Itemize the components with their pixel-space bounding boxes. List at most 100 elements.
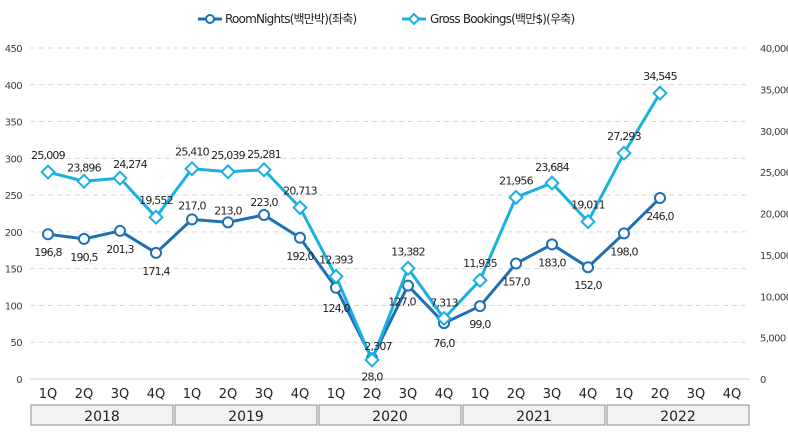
year-label: 2020 xyxy=(372,409,408,425)
data-point-roomnights xyxy=(474,300,486,313)
quarter-label: 2Q xyxy=(651,387,670,402)
left-tick-label: 450 xyxy=(5,44,23,55)
quarter-label: 2Q xyxy=(507,387,526,402)
year-label: 2021 xyxy=(516,409,552,425)
data-label: 23,896 xyxy=(67,161,101,174)
data-labels: 196,8 190,5 201,3 171,4 217,0 213,0 223,0 192,0… xyxy=(31,70,678,383)
data-label: 213,0 xyxy=(214,204,242,217)
data-point-gross-bookings xyxy=(472,272,488,289)
data-point-gross-bookings xyxy=(220,164,236,180)
quarter-label: 2Q xyxy=(75,387,94,402)
year-group-box xyxy=(174,404,318,426)
data-point-gross-bookings xyxy=(328,268,344,285)
data-label: 11,935 xyxy=(463,257,497,270)
right-tick-label: 25,000 xyxy=(760,168,788,179)
data-label: 152,0 xyxy=(574,279,602,292)
data-label: 217,0 xyxy=(178,199,206,212)
quarter-label: 4Q xyxy=(291,387,310,402)
quarter-label: 4Q xyxy=(579,387,598,402)
quarter-label: 4Q xyxy=(723,387,742,402)
data-point-roomnights xyxy=(402,279,414,292)
data-label: 25,410 xyxy=(175,146,209,159)
data-point-roomnights xyxy=(114,224,126,237)
data-label: 124,0 xyxy=(322,302,350,315)
data-point-gross-bookings xyxy=(616,145,632,161)
data-point-gross-bookings xyxy=(400,260,416,277)
data-label: 127,0 xyxy=(388,296,416,309)
legend-item-gross-bookings: Gross Bookings(백만$)(우축) xyxy=(402,12,575,26)
left-tick-label: 200 xyxy=(5,228,23,239)
right-tick-label: 30,000 xyxy=(760,127,788,138)
left-tick-label: 0 xyxy=(16,375,22,386)
data-label: 27,293 xyxy=(607,130,641,143)
left-tick-label: 400 xyxy=(5,81,23,92)
data-point-gross-bookings xyxy=(580,213,596,230)
data-label: 19,011 xyxy=(571,199,605,212)
data-label: 25,039 xyxy=(211,149,245,162)
data-point-gross-bookings xyxy=(76,173,92,190)
data-label: 25,281 xyxy=(247,148,281,161)
series-line-roomnights xyxy=(47,196,662,360)
data-point-gross-bookings xyxy=(508,189,524,206)
data-label: 183,0 xyxy=(538,256,566,269)
quarter-label: 3Q xyxy=(399,387,418,402)
data-label: 190,5 xyxy=(70,251,98,264)
year-group-box xyxy=(462,404,606,426)
quarter-label: 1Q xyxy=(471,387,490,402)
left-tick-label: 150 xyxy=(5,265,23,276)
gridlines xyxy=(30,47,750,380)
right-tick-label: 20,000 xyxy=(760,210,788,221)
year-label: 2022 xyxy=(660,409,696,425)
right-tick-label: 5,000 xyxy=(760,334,786,345)
right-tick-label: 15,000 xyxy=(760,251,788,262)
right-tick-label: 10,000 xyxy=(760,292,788,303)
data-label: 24,274 xyxy=(113,158,147,171)
data-point-roomnights xyxy=(654,192,666,205)
data-label: 2,307 xyxy=(364,340,392,353)
legend-label-roomnights: RoomNights(백만박)(좌축) xyxy=(225,12,357,26)
data-point-gross-bookings xyxy=(184,160,200,177)
year-group-box xyxy=(606,404,750,426)
data-point-gross-bookings xyxy=(364,352,380,368)
data-point-gross-bookings xyxy=(40,164,56,180)
data-point-roomnights xyxy=(150,246,162,259)
left-tick-label: 300 xyxy=(5,154,23,165)
diamond-marker-icon xyxy=(407,12,421,26)
data-label: 171,4 xyxy=(142,265,170,278)
data-point-gross-bookings xyxy=(652,85,668,101)
year-group-box xyxy=(30,404,174,426)
data-point-roomnights xyxy=(258,208,270,221)
data-label: 23,684 xyxy=(535,161,569,174)
right-tick-label: 40,000 xyxy=(760,44,788,55)
series-line-gross-bookings xyxy=(47,92,662,362)
data-point-gross-bookings xyxy=(256,162,272,178)
quarter-label: 4Q xyxy=(435,387,454,402)
data-label: 196,8 xyxy=(34,246,62,259)
data-label: 198,0 xyxy=(610,245,638,258)
data-point-roomnights xyxy=(78,232,90,245)
data-label: 76,0 xyxy=(433,337,455,350)
right-tick-label: 35,000 xyxy=(760,85,788,96)
circle-marker-icon xyxy=(205,14,215,24)
data-label: 201,3 xyxy=(106,243,134,256)
data-label: 12,393 xyxy=(319,253,353,266)
data-point-roomnights xyxy=(510,257,522,270)
quarter-label: 3Q xyxy=(255,387,274,402)
data-point-gross-bookings xyxy=(148,209,164,225)
data-point-roomnights xyxy=(42,228,54,241)
left-axis-ticks: 0 50 100 150 200 250 300 350 400 450 xyxy=(5,44,23,386)
data-label: 13,382 xyxy=(391,245,425,258)
series-lines xyxy=(40,85,668,368)
quarter-label: 1Q xyxy=(327,387,346,402)
right-axis-ticks: 0 5,000 10,000 15,000 20,000 25,000 30,000 35,0… xyxy=(760,44,788,386)
data-label: 7,313 xyxy=(430,296,458,309)
data-label: 223,0 xyxy=(250,196,278,209)
data-point-roomnights xyxy=(618,227,630,240)
quarter-label: 2Q xyxy=(363,387,382,402)
legend: RoomNights(백만박)(좌축) Gross Bookings(백만$)(… xyxy=(198,12,575,26)
data-label: 34,545 xyxy=(643,70,677,83)
quarter-label: 4Q xyxy=(147,387,166,402)
quarter-label: 1Q xyxy=(39,387,58,402)
data-point-gross-bookings xyxy=(292,199,308,216)
data-label: 28,0 xyxy=(361,370,383,383)
